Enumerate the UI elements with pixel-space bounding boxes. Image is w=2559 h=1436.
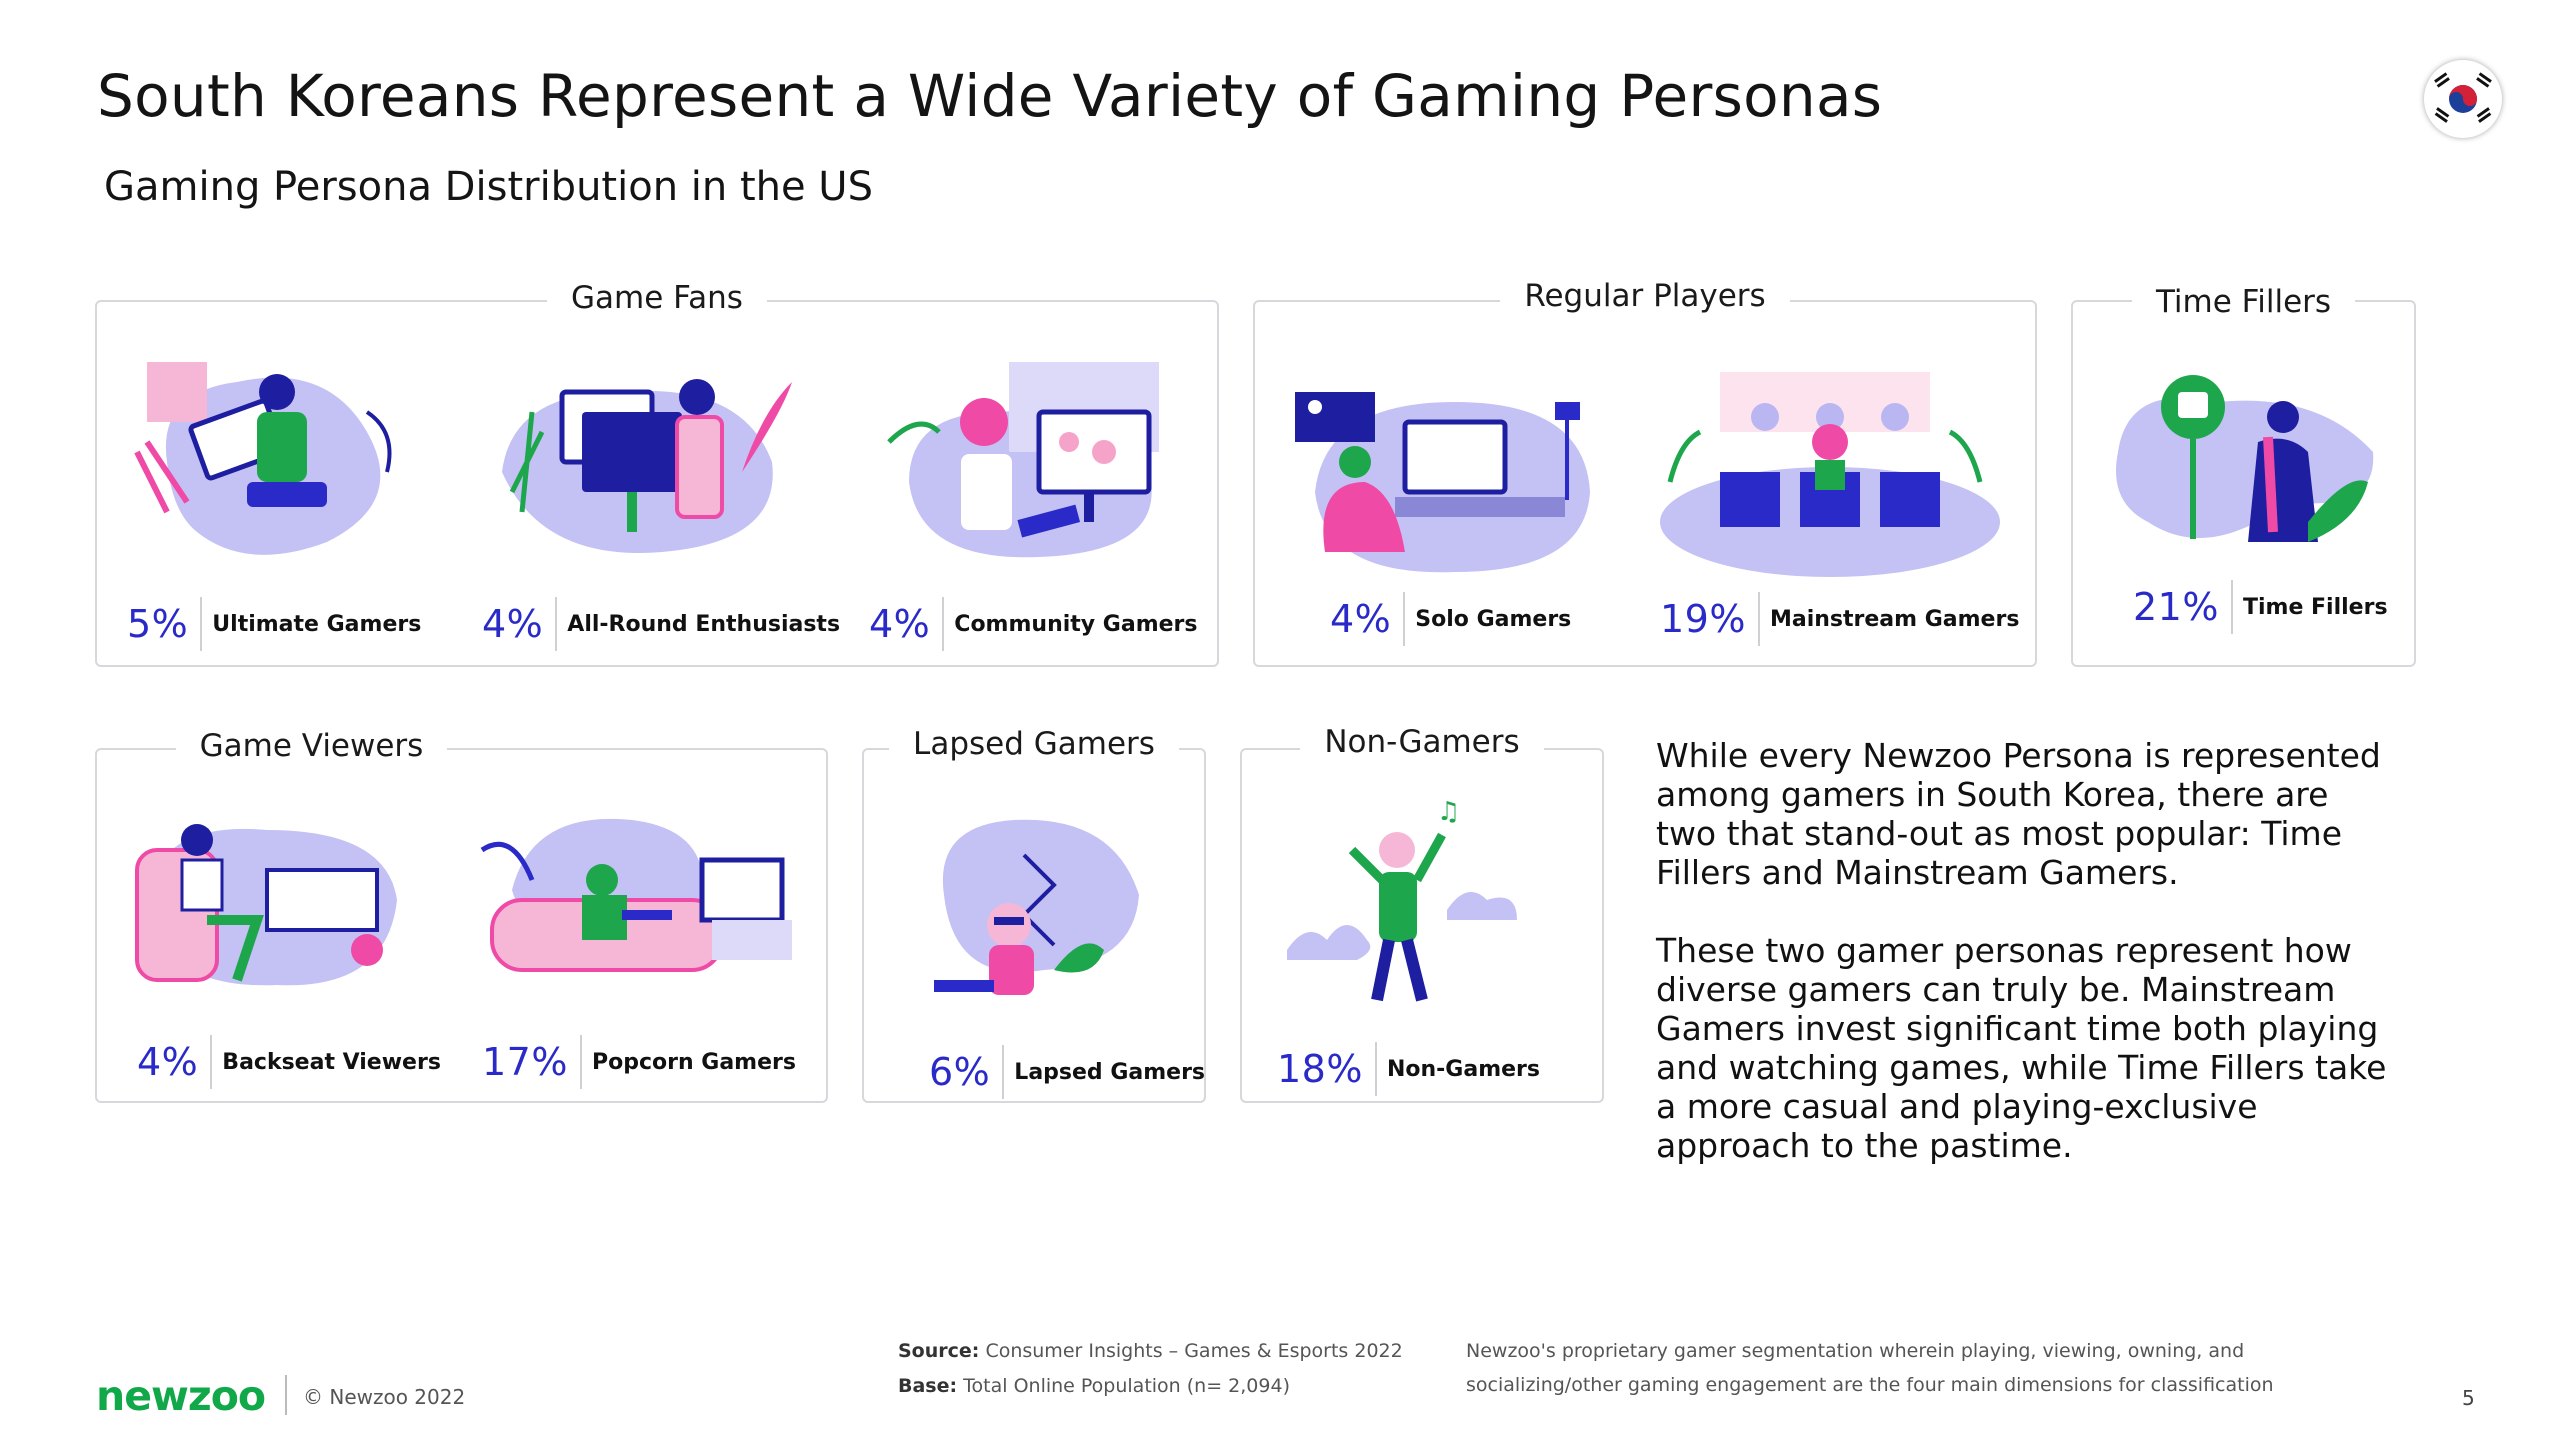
ultimate-gamers-illustration	[134, 362, 392, 555]
newzoo-logo: newzoo	[96, 1372, 266, 1420]
persona-percent: 6%	[929, 1050, 991, 1094]
persona-percent: 5%	[127, 602, 189, 646]
persona-percent: 4%	[869, 602, 931, 646]
group-title: Game Viewers	[175, 728, 448, 764]
mainstream-gamers-illustration	[1660, 372, 2000, 577]
time-fillers-illustration	[2116, 375, 2374, 542]
body-paragraph-2: These two gamer personas represent how d…	[1656, 931, 2387, 1165]
svg-text:♫: ♫	[1437, 797, 1460, 827]
persona-name: All-Round Enthusiasts	[567, 611, 841, 637]
non-gamers-illustration: ♫	[1287, 797, 1517, 1002]
group-time-fillers: Time Fillers 21% Time Fillers	[2071, 284, 2416, 667]
persona-name: Backseat Viewers	[222, 1049, 441, 1075]
group-title: Regular Players	[1500, 278, 1790, 314]
persona-percent: 4%	[137, 1040, 199, 1084]
persona-percent: 4%	[1330, 597, 1392, 641]
group-game-viewers: Game Viewers 4% Backseat Viewers	[95, 728, 828, 1103]
segmentation-note: Newzoo's proprietary gamer segmentation …	[1466, 1340, 2274, 1396]
persona-name: Non-Gamers	[1386, 1056, 1540, 1082]
persona-percent: 17%	[482, 1040, 568, 1084]
south-korea-flag-icon	[2424, 60, 2502, 138]
group-lapsed-gamers: Lapsed Gamers 6% Lapsed Gamers	[862, 726, 1206, 1103]
backseat-viewers-illustration	[135, 824, 397, 986]
group-regular-players: Regular Players 4% Solo Gamers	[1253, 278, 2037, 667]
group-title: Lapsed Gamers	[889, 726, 1179, 762]
group-non-gamers: Non-Gamers ♫ 18% Non-Gamers	[1240, 724, 1604, 1103]
group-title: Time Fillers	[2131, 284, 2356, 320]
copyright: © Newzoo 2022	[303, 1385, 466, 1409]
lapsed-gamers-illustration	[934, 819, 1139, 995]
persona-name: Time Fillers	[2242, 594, 2388, 620]
solo-gamers-illustration	[1295, 392, 1590, 573]
persona-percent: 19%	[1660, 597, 1746, 641]
persona-percent: 18%	[1277, 1047, 1363, 1091]
persona-percent: 21%	[2133, 585, 2219, 629]
persona-name: Ultimate Gamers	[212, 611, 422, 637]
persona-percent: 4%	[482, 602, 544, 646]
persona-name: Solo Gamers	[1415, 606, 1572, 632]
popcorn-gamers-illustration	[480, 818, 792, 972]
persona-name: Popcorn Gamers	[591, 1049, 796, 1075]
page-subtitle: Gaming Persona Distribution in the US	[104, 164, 873, 210]
persona-name: Community Gamers	[954, 611, 1198, 637]
page-title: South Koreans Represent a Wide Variety o…	[97, 62, 1883, 130]
base-line: Base: Total Online Population (n= 2,094)	[898, 1375, 1290, 1397]
source-line: Source: Consumer Insights – Games & Espo…	[898, 1340, 1403, 1362]
body-paragraph-1: While every Newzoo Persona is represente…	[1656, 736, 2381, 892]
group-title: Non-Gamers	[1300, 724, 1544, 760]
community-gamers-illustration	[887, 362, 1159, 558]
page-number: 5	[2462, 1386, 2475, 1410]
persona-name: Mainstream Gamers	[1769, 606, 2020, 632]
all-round-enthusiasts-illustration	[502, 379, 792, 553]
persona-name: Lapsed Gamers	[1014, 1059, 1206, 1085]
group-game-fans: Game Fans 5% Ultimate Gamers	[95, 280, 1219, 667]
logo-divider	[285, 1375, 287, 1415]
group-title: Game Fans	[547, 280, 767, 316]
